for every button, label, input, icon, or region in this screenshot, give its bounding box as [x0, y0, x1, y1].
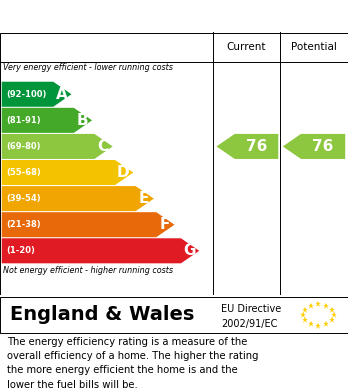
- Text: E: E: [139, 191, 149, 206]
- Polygon shape: [2, 186, 154, 211]
- Text: Energy Efficiency Rating: Energy Efficiency Rating: [10, 10, 220, 25]
- Text: Current: Current: [227, 43, 266, 52]
- Text: (39-54): (39-54): [6, 194, 41, 203]
- Polygon shape: [2, 82, 71, 107]
- Text: Not energy efficient - higher running costs: Not energy efficient - higher running co…: [3, 266, 174, 275]
- Text: 2002/91/EC: 2002/91/EC: [221, 319, 277, 329]
- Polygon shape: [216, 134, 278, 159]
- Polygon shape: [283, 134, 345, 159]
- Text: Very energy efficient - lower running costs: Very energy efficient - lower running co…: [3, 63, 173, 72]
- Text: (55-68): (55-68): [6, 168, 41, 177]
- Text: B: B: [76, 113, 88, 128]
- Polygon shape: [2, 160, 133, 185]
- Text: England & Wales: England & Wales: [10, 305, 195, 324]
- Text: (92-100): (92-100): [6, 90, 47, 99]
- Text: A: A: [56, 87, 67, 102]
- Polygon shape: [2, 108, 92, 133]
- Text: EU Directive: EU Directive: [221, 304, 281, 314]
- Text: 76: 76: [246, 139, 267, 154]
- Text: G: G: [183, 243, 196, 258]
- Polygon shape: [2, 212, 174, 237]
- Text: (1-20): (1-20): [6, 246, 35, 255]
- Text: (81-91): (81-91): [6, 116, 41, 125]
- Polygon shape: [2, 134, 113, 159]
- Text: Potential: Potential: [291, 43, 337, 52]
- Text: 76: 76: [313, 139, 334, 154]
- Text: C: C: [97, 139, 108, 154]
- Text: The energy efficiency rating is a measure of the
overall efficiency of a home. T: The energy efficiency rating is a measur…: [7, 337, 259, 390]
- Polygon shape: [2, 238, 199, 263]
- Text: F: F: [159, 217, 170, 232]
- Text: (21-38): (21-38): [6, 220, 41, 229]
- Text: (69-80): (69-80): [6, 142, 41, 151]
- Text: D: D: [117, 165, 129, 180]
